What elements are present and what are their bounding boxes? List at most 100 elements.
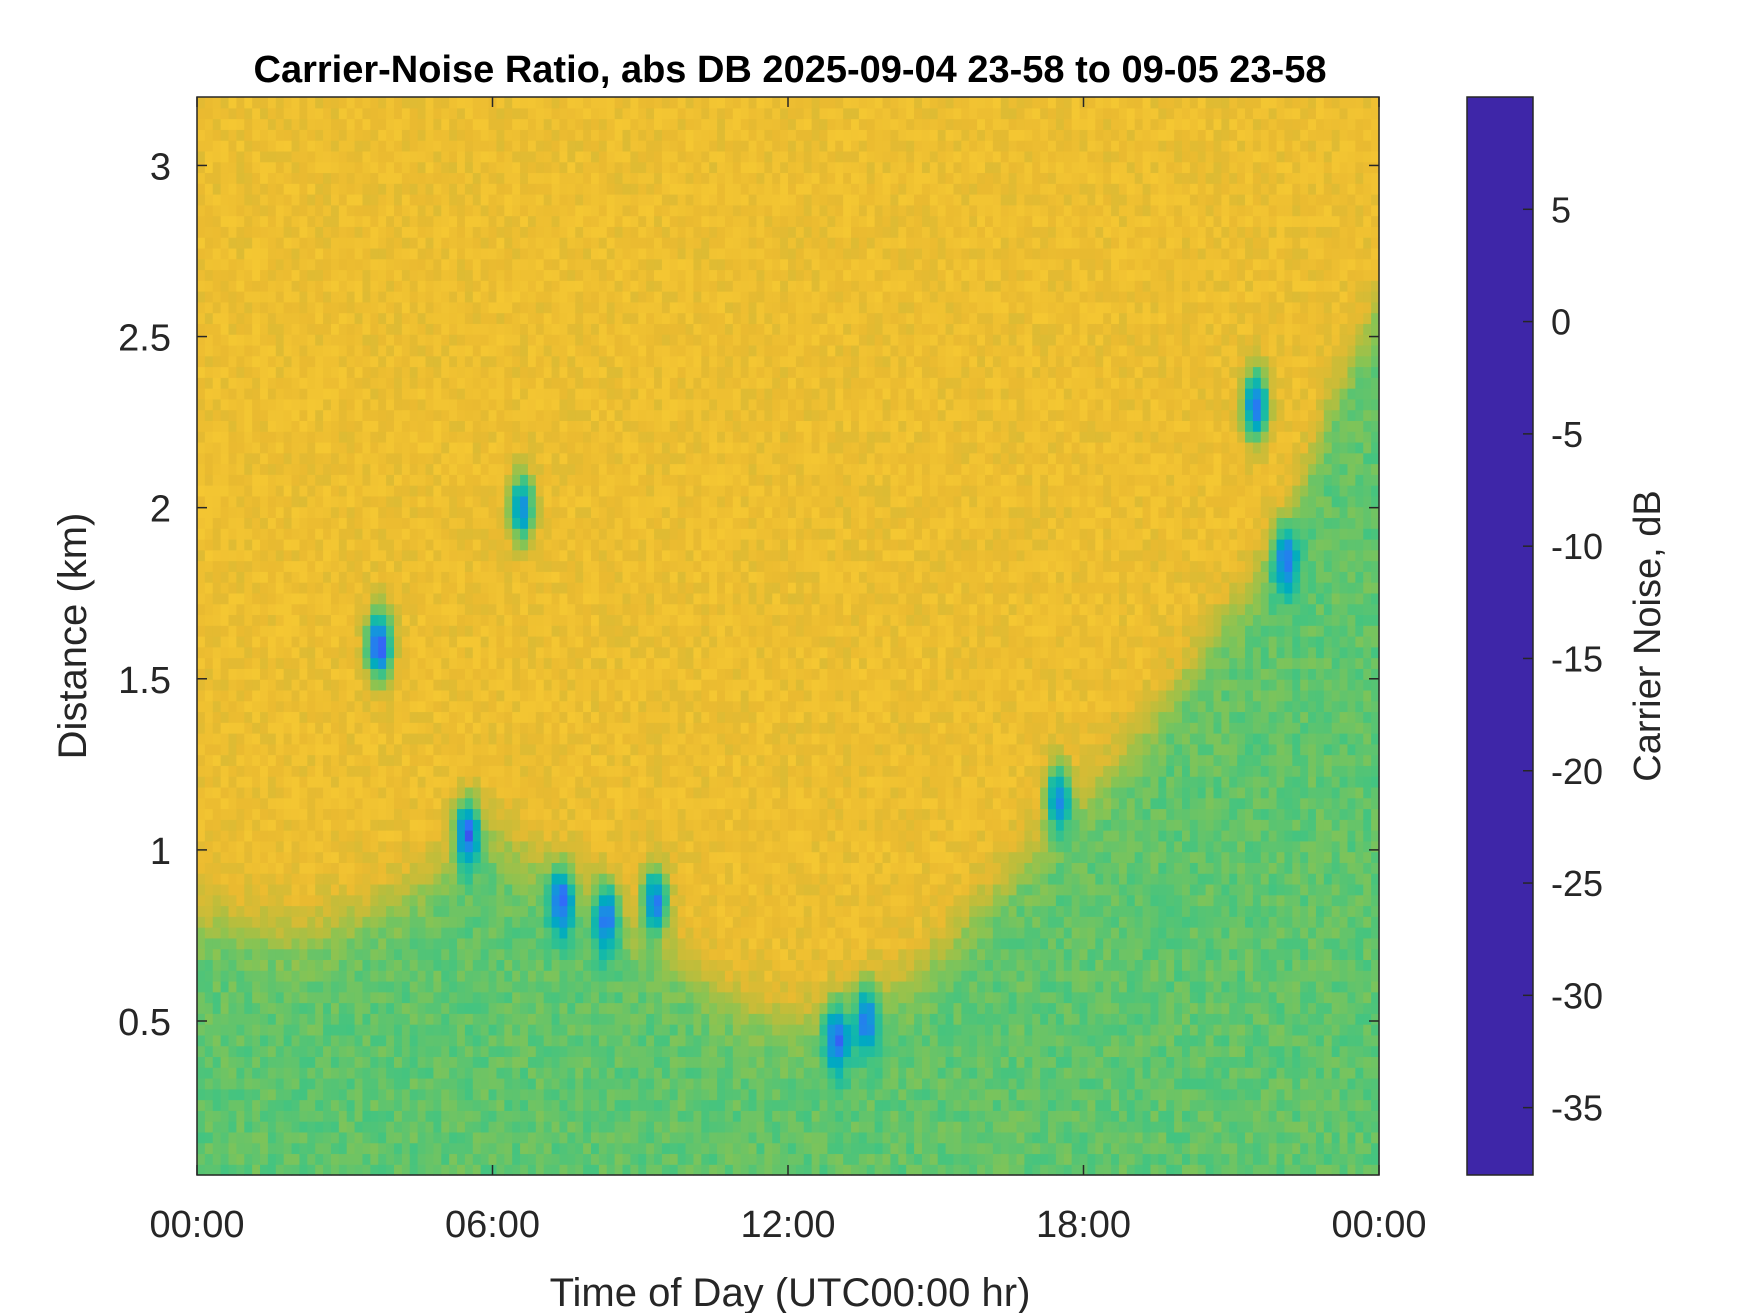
heatmap-cell — [535, 323, 545, 335]
heatmap-cell — [252, 388, 261, 400]
heatmap-cell — [386, 1110, 395, 1122]
heatmap-cell — [244, 733, 253, 745]
heatmap-cell — [197, 646, 206, 659]
heatmap-cell — [370, 625, 379, 637]
heatmap-cell — [212, 754, 222, 766]
heatmap-cell — [527, 312, 537, 324]
heatmap-cell — [197, 441, 206, 454]
heatmap-cell — [496, 183, 505, 195]
heatmap-cell — [267, 161, 277, 174]
heatmap-cell — [449, 625, 458, 637]
heatmap-cell — [559, 118, 568, 130]
heatmap-cell — [464, 107, 474, 120]
heatmap-cell — [299, 355, 308, 368]
heatmap-cell — [260, 215, 269, 227]
heatmap-cell — [236, 840, 245, 853]
heatmap-cell — [291, 441, 301, 454]
heatmap-cell — [433, 1131, 442, 1144]
heatmap-cell — [559, 937, 568, 950]
heatmap-cell — [244, 269, 253, 281]
heatmap-cell — [559, 528, 568, 540]
heatmap-cell — [220, 786, 230, 799]
heatmap-cell — [378, 937, 387, 950]
heatmap-cell — [228, 97, 237, 109]
heatmap-cell — [267, 538, 277, 551]
heatmap-cell — [464, 862, 474, 874]
heatmap-cell — [583, 1045, 592, 1058]
heatmap-cell — [512, 754, 521, 766]
heatmap-cell — [220, 948, 230, 960]
heatmap-cell — [480, 733, 490, 745]
heatmap-cell — [417, 1131, 427, 1144]
heatmap-cell — [464, 1153, 474, 1165]
heatmap-cell — [378, 970, 387, 982]
heatmap-cell — [212, 118, 222, 130]
heatmap-cell — [197, 722, 206, 734]
heatmap-cell — [488, 571, 498, 583]
heatmap-cell — [236, 970, 245, 982]
heatmap-cell — [417, 1142, 427, 1155]
heatmap-cell — [433, 355, 442, 368]
heatmap-cell — [228, 377, 237, 389]
heatmap-cell — [354, 280, 364, 292]
heatmap-cell — [575, 291, 584, 303]
heatmap-cell — [378, 679, 387, 691]
heatmap-cell — [370, 689, 379, 702]
heatmap-cell — [472, 916, 482, 928]
heatmap-cell — [275, 883, 285, 896]
heatmap-cell — [370, 873, 379, 885]
heatmap-cell — [496, 1110, 505, 1122]
heatmap-cell — [464, 312, 474, 324]
heatmap-cell — [401, 1153, 411, 1165]
heatmap-cell — [260, 927, 269, 939]
heatmap-cell — [472, 258, 482, 271]
heatmap-cell — [386, 582, 395, 594]
heatmap-cell — [378, 571, 387, 583]
heatmap-cell — [386, 107, 395, 120]
heatmap-cell — [425, 711, 434, 723]
heatmap-cell — [551, 646, 561, 659]
heatmap-cell — [252, 894, 261, 907]
heatmap-cell — [346, 1164, 356, 1176]
heatmap-cell — [197, 1099, 206, 1111]
heatmap-cell — [299, 1110, 308, 1122]
heatmap-cell — [338, 538, 348, 551]
heatmap-cell — [220, 819, 230, 831]
heatmap-cell — [417, 528, 427, 540]
heatmap-cell — [441, 560, 450, 572]
heatmap-cell — [417, 1045, 427, 1058]
heatmap-cell — [323, 776, 332, 788]
heatmap-cell — [401, 765, 411, 777]
heatmap-cell — [220, 636, 230, 648]
heatmap-cell — [197, 409, 206, 421]
heatmap-cell — [330, 776, 340, 788]
heatmap-cell — [275, 689, 285, 702]
heatmap-cell — [228, 700, 237, 713]
heatmap-cell — [543, 107, 553, 120]
heatmap-cell — [267, 582, 277, 594]
heatmap-cell — [370, 355, 379, 368]
heatmap-cell — [575, 129, 584, 141]
heatmap-cell — [197, 1034, 206, 1047]
heatmap-cell — [488, 657, 498, 669]
heatmap-cell — [323, 970, 332, 982]
heatmap-cell — [275, 1034, 285, 1047]
heatmap-cell — [315, 204, 324, 217]
heatmap-cell — [212, 549, 222, 562]
heatmap-cell — [323, 97, 332, 109]
heatmap-cell — [425, 916, 434, 928]
heatmap-cell — [315, 441, 324, 454]
heatmap-cell — [338, 592, 348, 605]
heatmap-cell — [386, 1013, 395, 1025]
heatmap-cell — [197, 679, 206, 691]
heatmap-cell — [244, 646, 253, 659]
heatmap-cell — [472, 538, 482, 551]
heatmap-cell — [260, 1099, 269, 1111]
heatmap-cell — [551, 733, 561, 745]
heatmap-cell — [520, 851, 529, 863]
heatmap-cell — [204, 161, 214, 174]
heatmap-cell — [346, 280, 356, 292]
heatmap-cell — [315, 1056, 324, 1068]
heatmap-cell — [260, 743, 269, 756]
heatmap-cell — [401, 808, 411, 820]
